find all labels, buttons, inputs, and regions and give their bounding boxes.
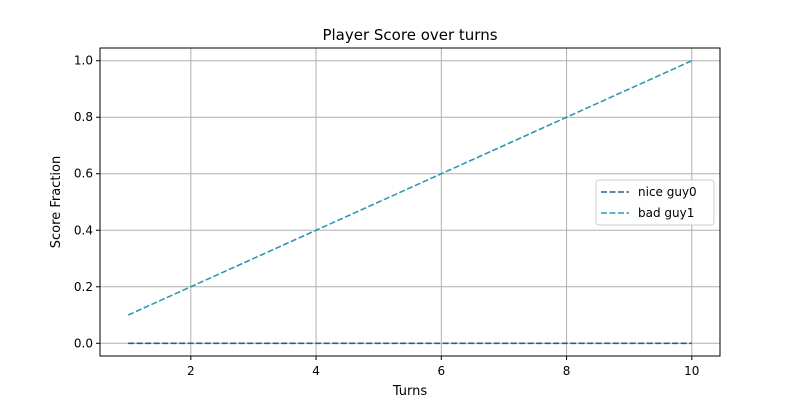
y-tick-label: 1.0 [74, 54, 93, 68]
x-axis-label: Turns [392, 384, 428, 399]
y-axis-label: Score Fraction [49, 156, 64, 248]
legend-label: bad guy1 [638, 206, 694, 220]
chart-title: Player Score over turns [322, 26, 497, 44]
series-line-1 [127, 59, 693, 316]
x-axis-ticks: 2 4 6 8 10 [187, 356, 699, 378]
x-tick-label: 2 [187, 364, 195, 378]
x-tick-label: 4 [312, 364, 320, 378]
series-lines [127, 59, 693, 345]
legend-box [595, 179, 715, 226]
x-tick-label: 10 [684, 364, 699, 378]
y-tick-label: 0.4 [74, 223, 93, 237]
x-tick-label: 6 [437, 364, 445, 378]
x-tick-label: 8 [563, 364, 571, 378]
y-tick-label: 0.8 [74, 110, 93, 124]
legend-label: nice guy0 [638, 185, 697, 199]
y-tick-label: 0.6 [74, 167, 93, 181]
legend: nice guy0 bad guy1 [595, 179, 715, 226]
y-tick-label: 0.0 [74, 336, 93, 350]
plot-area-frame [99, 47, 721, 357]
y-tick-label: 0.2 [74, 280, 93, 294]
y-axis-ticks: 0.0 0.2 0.4 0.6 0.8 1.0 [74, 54, 100, 350]
